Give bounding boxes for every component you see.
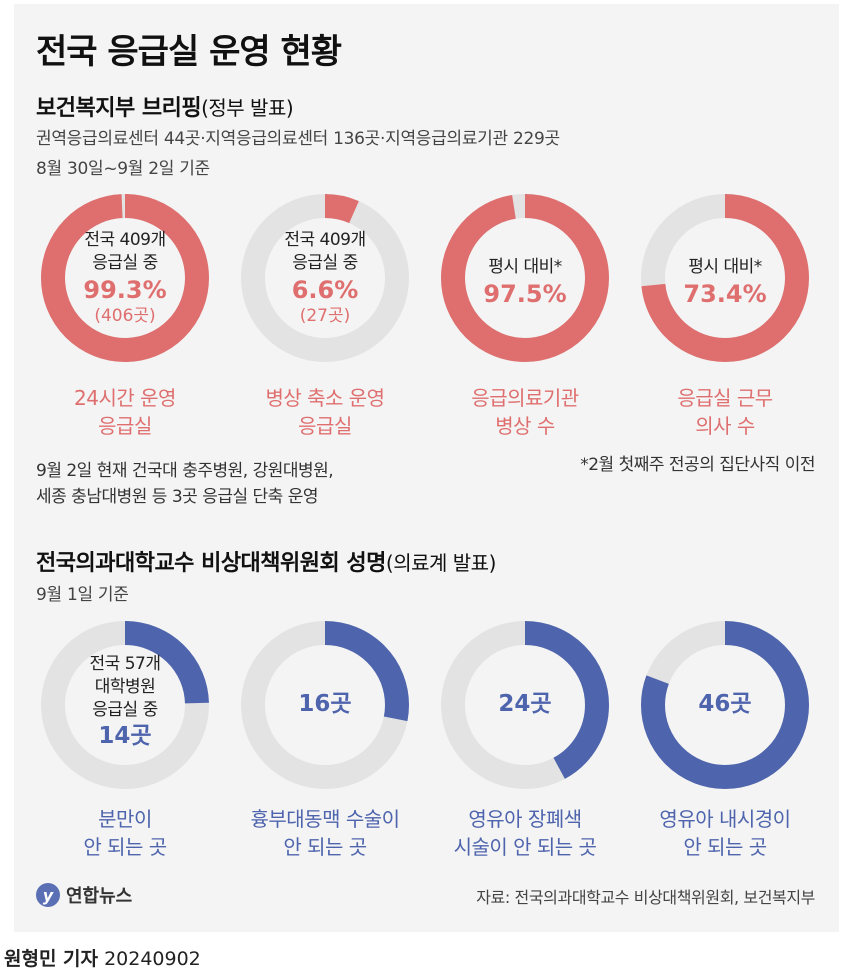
yonhap-logo: y 연합뉴스 xyxy=(36,882,132,908)
label-line-1: 흉부대동맥 수술이 xyxy=(250,807,400,831)
label-line-2: 의사 수 xyxy=(695,414,755,438)
donut-center-endoscopy: 46곳 xyxy=(698,690,751,718)
section2-subtitle: 9월 1일 기준 xyxy=(36,585,129,605)
label-reduced-beds: 병상 축소 운영 응급실 xyxy=(265,384,385,440)
center-line-1: 전국 409개 xyxy=(284,230,366,250)
yonhap-logo-icon: y xyxy=(36,883,60,907)
label-line-2: 시술이 안 되는 곳 xyxy=(453,835,597,859)
byline: 원형민 기자 20240902 xyxy=(4,944,201,971)
section2-title-main: 전국의과대학교수 비상대책위원회 성명 xyxy=(36,551,386,576)
label-line-1: 24시간 운영 xyxy=(74,386,176,410)
label-line-1: 병상 축소 운영 xyxy=(265,386,385,410)
yonhap-logo-text: 연합뉴스 xyxy=(66,886,133,907)
label-line-2: 안 되는 곳 xyxy=(283,835,367,859)
label-line-1: 영유아 내시경이 xyxy=(659,807,791,831)
donut-arc-childbirth xyxy=(41,621,209,789)
label-doctors-count: 응급실 근무 의사 수 xyxy=(677,384,773,440)
byline-reporter: 원형민 기자 xyxy=(4,948,99,970)
value-label: 73.4% xyxy=(683,280,767,308)
donut-24h-operation xyxy=(41,194,209,362)
center-line-1: 전국 409개 xyxy=(84,230,166,250)
value-label: 16곳 xyxy=(298,691,352,717)
byline-date: 20240902 xyxy=(104,948,201,970)
donut-arc-24h-operation xyxy=(41,194,209,362)
donut-center-aortic-surgery: 16곳 xyxy=(298,690,351,718)
count-label: (27곳) xyxy=(299,306,351,326)
section1-title-main: 보건복지부 브리핑 xyxy=(36,96,202,121)
section1-title: 보건복지부 브리핑(정부 발표) xyxy=(36,90,294,122)
center-line-2: 대학병원 xyxy=(94,677,156,697)
donut-center-childbirth: 전국 57개 대학병원 응급실 중 14곳 xyxy=(90,653,161,750)
label-beds-count: 응급의료기관 병상 수 xyxy=(471,384,579,440)
donut-arc-aortic-surgery xyxy=(241,621,409,789)
label-line-2: 응급실 xyxy=(98,414,152,438)
donut-center-doctors-count: 평시 대비* 73.4% xyxy=(683,256,766,309)
source-credit: 자료: 전국의과대학교수 비상대책위원회, 보건복지부 xyxy=(476,888,815,907)
label-line-2: 안 되는 곳 xyxy=(683,835,767,859)
note-left: 9월 2일 현재 건국대 충주병원, 강원대병원, 세종 충남대병원 등 3곳 … xyxy=(36,458,334,510)
note-footnote: *2월 첫째주 전공의 집단사직 이전 xyxy=(580,455,815,475)
donut-arc-doctors-count xyxy=(641,194,809,362)
center-line-1: 평시 대비* xyxy=(488,257,562,277)
value-label: 14곳 xyxy=(98,723,152,749)
donut-arc-beds-count xyxy=(441,194,609,362)
value-label: 6.6% xyxy=(291,276,359,304)
label-line-1: 분만이 xyxy=(98,807,152,831)
donut-aortic-surgery xyxy=(241,621,409,789)
label-line-2: 응급실 xyxy=(298,414,352,438)
label-line-1: 응급실 근무 xyxy=(677,386,773,410)
section1-title-paren: (정부 발표) xyxy=(201,96,294,120)
value-label: 24곳 xyxy=(498,691,552,717)
center-line-3: 응급실 중 xyxy=(92,700,158,720)
section1-subtitle-1: 권역응급의료센터 44곳·지역응급의료센터 136곳·지역응급의료기관 229곳 xyxy=(36,129,560,149)
label-line-1: 응급의료기관 xyxy=(471,386,579,410)
section2-title-paren: (의료계 발표) xyxy=(385,551,496,575)
label-line-1: 영유아 장폐색 xyxy=(468,807,582,831)
donut-intussusception xyxy=(441,621,609,789)
label-intussusception: 영유아 장폐색 시술이 안 되는 곳 xyxy=(454,805,597,861)
center-line-2: 응급실 중 xyxy=(92,253,158,273)
donut-arc-intussusception xyxy=(441,621,609,789)
donut-reduced-beds xyxy=(241,194,409,362)
donut-center-beds-count: 평시 대비* 97.5% xyxy=(483,256,566,309)
center-line-1: 전국 57개 xyxy=(89,654,161,674)
value-label: 97.5% xyxy=(483,280,567,308)
section2-title: 전국의과대학교수 비상대책위원회 성명(의료계 발표) xyxy=(36,545,496,577)
label-line-2: 병상 수 xyxy=(495,414,555,438)
donut-endoscopy xyxy=(641,621,809,789)
page-title: 전국 응급실 운영 현황 xyxy=(36,32,342,72)
note-left-line-1: 9월 2일 현재 건국대 충주병원, 강원대병원, xyxy=(36,461,334,481)
label-childbirth: 분만이 안 되는 곳 xyxy=(83,805,167,861)
section1-subtitle-2: 8월 30일~9월 2일 기준 xyxy=(36,159,210,179)
note-left-line-2: 세종 충남대병원 등 3곳 응급실 단축 운영 xyxy=(36,487,318,507)
count-label: (406곳) xyxy=(94,306,156,326)
donut-center-intussusception: 24곳 xyxy=(498,690,551,718)
donut-center-reduced-beds: 전국 409개 응급실 중 6.6% (27곳) xyxy=(284,229,366,327)
donut-center-24h-operation: 전국 409개 응급실 중 99.3% (406곳) xyxy=(83,229,166,327)
donut-doctors-count xyxy=(641,194,809,362)
center-line-1: 평시 대비* xyxy=(688,257,762,277)
center-line-2: 응급실 중 xyxy=(292,253,358,273)
value-label: 99.3% xyxy=(83,276,167,304)
donut-arc-reduced-beds xyxy=(241,194,409,362)
label-line-2: 안 되는 곳 xyxy=(83,835,167,859)
label-endoscopy: 영유아 내시경이 안 되는 곳 xyxy=(659,805,791,861)
value-label: 46곳 xyxy=(698,691,752,717)
donut-arc-endoscopy xyxy=(641,621,809,789)
donut-childbirth xyxy=(41,621,209,789)
label-aortic-surgery: 흉부대동맥 수술이 안 되는 곳 xyxy=(250,805,400,861)
label-24h-operation: 24시간 운영 응급실 xyxy=(74,384,176,440)
donut-beds-count xyxy=(441,194,609,362)
